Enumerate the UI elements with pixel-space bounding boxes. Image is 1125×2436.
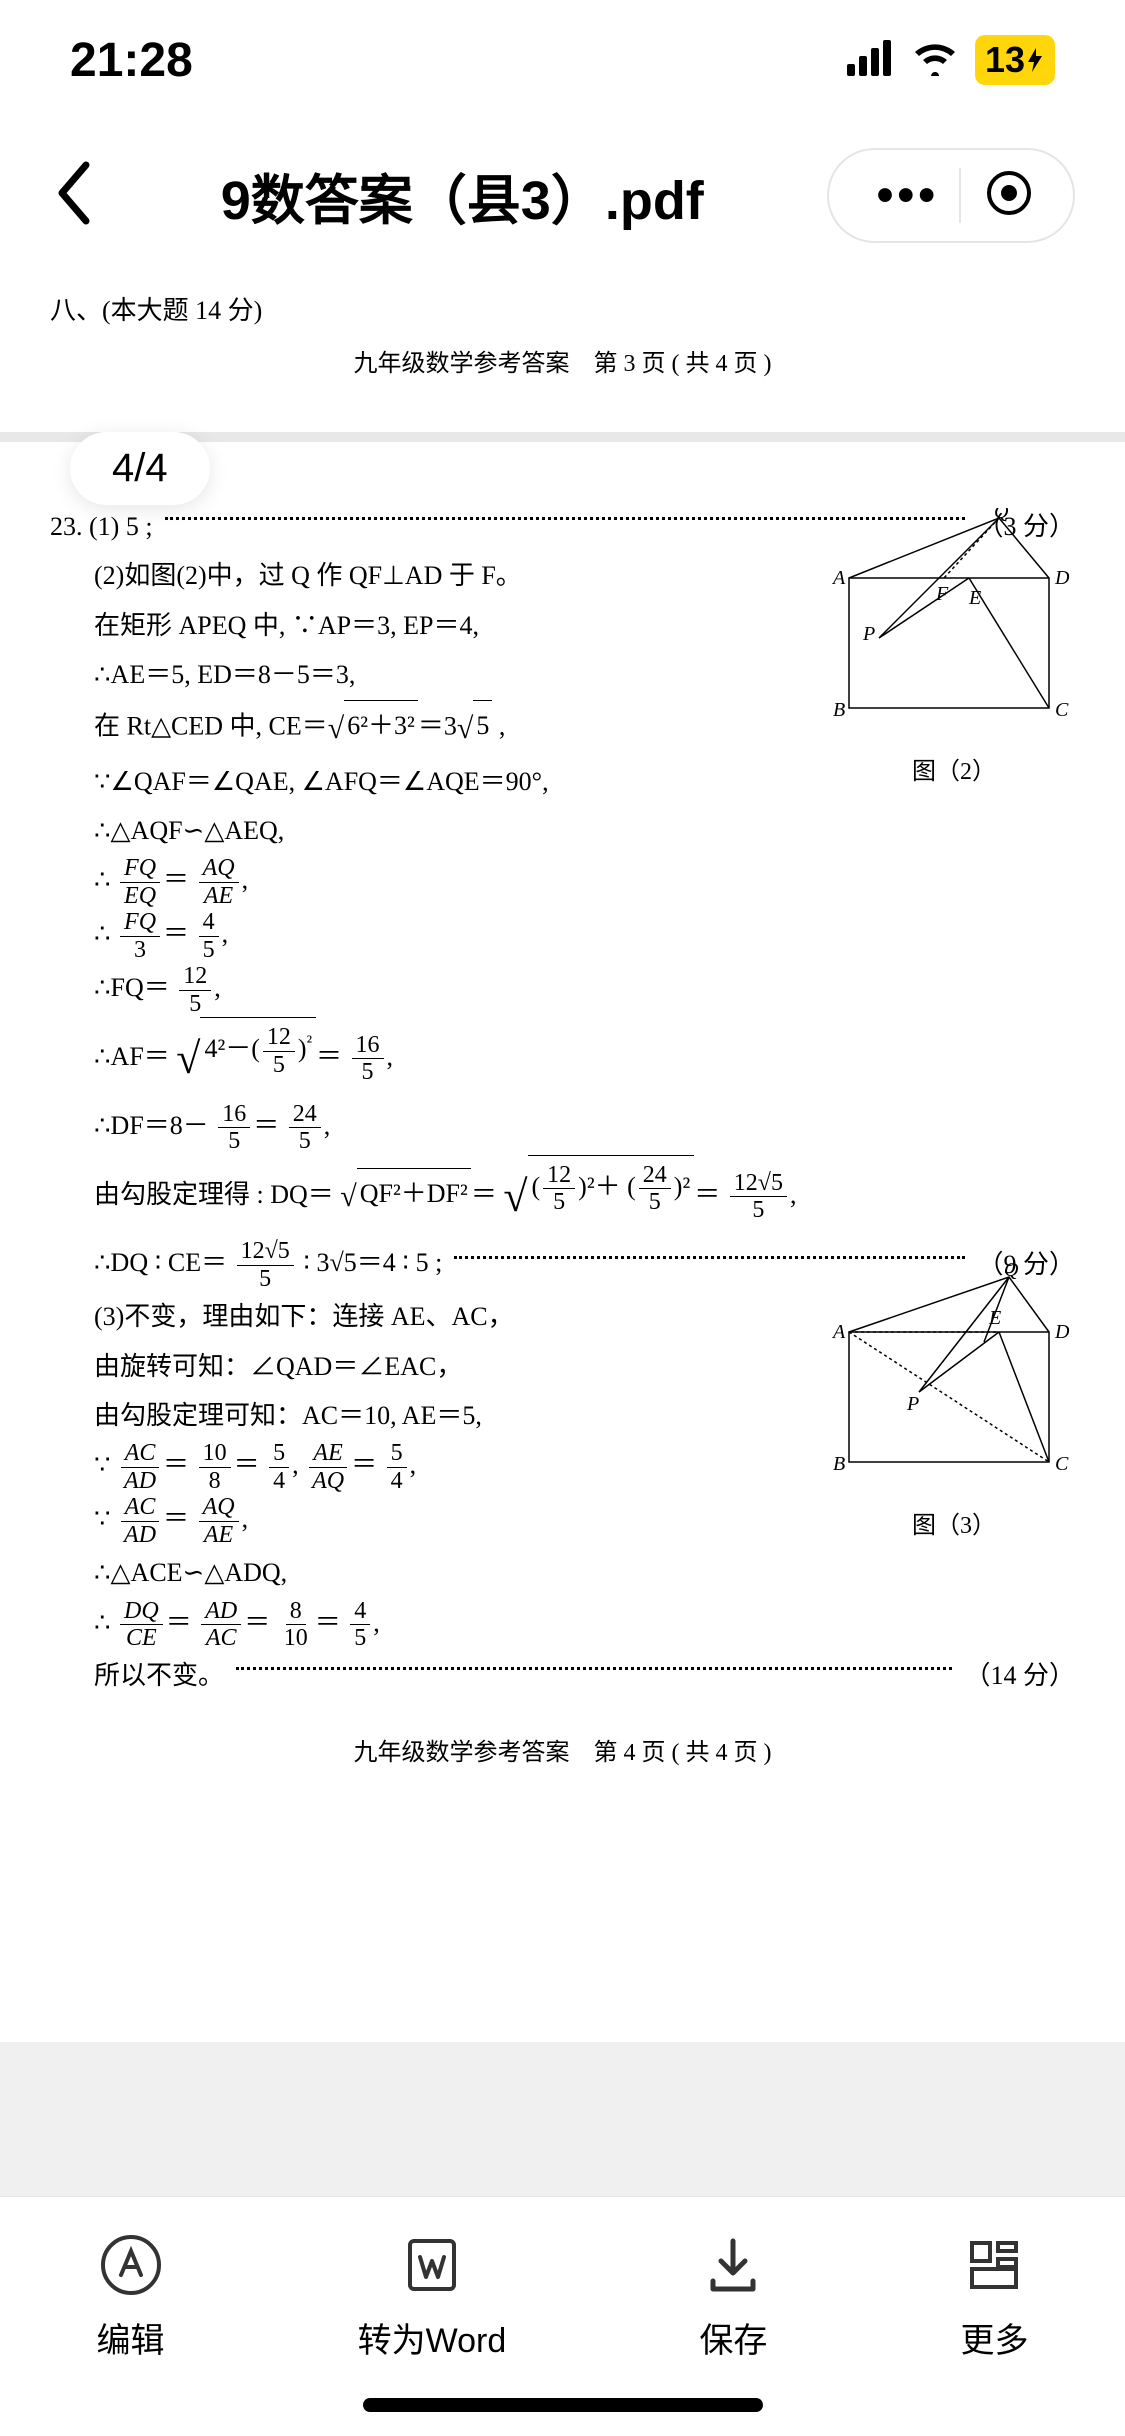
section-heading: 八、(本大题 14 分) (50, 290, 1075, 327)
figure-2-label: 图（2） (829, 750, 1079, 796)
svg-text:D: D (1054, 567, 1070, 589)
more-menu-button[interactable]: ••• (857, 168, 961, 223)
nav-actions: ••• (827, 148, 1075, 243)
save-button[interactable]: 保存 (699, 2233, 767, 2362)
svg-text:B: B (833, 699, 845, 721)
document-viewport[interactable]: 八、(本大题 14 分) 九年级数学参考答案 第 3 页 ( 共 4 页 ) 4… (0, 270, 1125, 2042)
q23-final: 所以不变。 （14 分） (50, 1651, 1075, 1700)
svg-text:E: E (968, 587, 981, 609)
status-right: 13 (847, 35, 1055, 85)
svg-text:P: P (862, 623, 875, 645)
svg-text:Q: Q (994, 508, 1009, 523)
page-4: Q A F E D P B C 图（2） (0, 442, 1125, 2042)
status-bar: 21:28 13 (0, 0, 1125, 120)
word-icon (400, 2233, 464, 2297)
edit-icon (99, 2233, 163, 2297)
figure-2: Q A F E D P B C 图（2） (829, 508, 1079, 796)
svg-text:P: P (906, 1393, 919, 1415)
q23-part3: (3)不变，理由如下：连接 AE、AC， 由旋转可知：∠QAD＝∠EAC， 由勾… (50, 1292, 810, 1651)
status-time: 21:28 (70, 33, 193, 88)
svg-text:F: F (935, 583, 949, 605)
download-icon (701, 2233, 765, 2297)
q23-part2: (2)如图(2)中，过 Q 作 QF⊥AD 于 F。 在矩形 APEQ 中, ∵… (50, 551, 810, 1238)
grid-icon (962, 2233, 1026, 2297)
svg-text:Q: Q (1004, 1262, 1019, 1281)
page-footer-3: 九年级数学参考答案 第 3 页 ( 共 4 页 ) (50, 327, 1075, 402)
previous-page-tail: 八、(本大题 14 分) 九年级数学参考答案 第 3 页 ( 共 4 页 ) (0, 270, 1125, 442)
target-button[interactable] (961, 169, 1045, 222)
svg-text:E: E (988, 1307, 1001, 1329)
battery-indicator: 13 (975, 35, 1055, 85)
svg-text:C: C (1055, 699, 1069, 721)
document-title: 9数答案（县3）.pdf (98, 156, 827, 235)
to-word-button[interactable]: 转为Word (358, 2233, 507, 2362)
wifi-icon (911, 40, 959, 81)
figure-3-label: 图（3） (829, 1504, 1079, 1550)
page-indicator: 4/4 (70, 432, 210, 505)
svg-text:C: C (1055, 1453, 1069, 1475)
svg-text:A: A (831, 567, 846, 589)
edit-button[interactable]: 编辑 (97, 2233, 165, 2362)
svg-text:B: B (833, 1453, 845, 1475)
battery-level: 13 (985, 39, 1025, 81)
back-button[interactable] (50, 157, 98, 234)
page-footer-4: 九年级数学参考答案 第 4 页 ( 共 4 页 ) (50, 1701, 1075, 1807)
figure-3: Q A E D P B C 图（3） (829, 1262, 1079, 1550)
more-button[interactable]: 更多 (960, 2233, 1028, 2362)
score-14: （14 分） (964, 1651, 1075, 1700)
home-indicator[interactable] (363, 2398, 763, 2412)
nav-bar: 9数答案（县3）.pdf ••• (0, 120, 1125, 270)
charging-icon (1025, 46, 1045, 74)
signal-icon (847, 40, 895, 81)
svg-text:D: D (1054, 1321, 1070, 1343)
svg-text:A: A (831, 1321, 846, 1343)
